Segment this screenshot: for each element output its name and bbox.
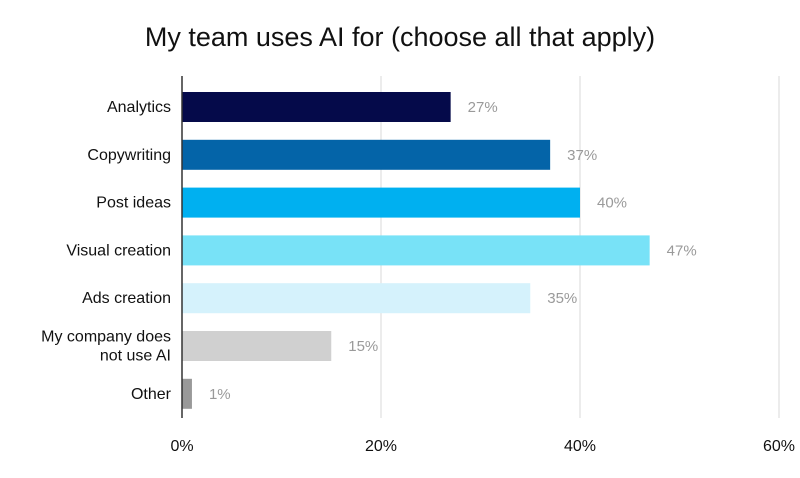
bar-2	[182, 187, 580, 218]
data-label-1: 37%	[567, 147, 597, 164]
data-label-3: 47%	[667, 242, 697, 259]
category-label-6: Other	[131, 386, 172, 403]
x-tick-label-40: 40%	[564, 438, 596, 455]
bar-0	[182, 92, 451, 122]
bar-6	[182, 378, 192, 409]
data-label-0: 27%	[468, 99, 498, 116]
category-label-3: Visual creation	[66, 242, 171, 259]
chart-title: My team uses AI for (choose all that app…	[144, 22, 656, 52]
category-label-1: Copywriting	[87, 147, 171, 164]
x-tick-label-0: 0%	[170, 438, 193, 455]
x-tick-label-60: 60%	[763, 438, 795, 455]
x-tick-label-20: 20%	[365, 438, 397, 455]
category-label-4: Ads creation	[82, 290, 171, 307]
data-label-5: 15%	[348, 338, 378, 355]
bar-3	[182, 235, 650, 266]
data-label-6: 1%	[209, 386, 231, 403]
bar-4	[182, 283, 531, 314]
category-label-5: My company does not use AI	[41, 329, 171, 365]
data-label-4: 35%	[547, 290, 577, 307]
bar-5	[182, 331, 332, 361]
category-label-0: Analytics	[107, 99, 171, 116]
bar-1	[182, 139, 551, 170]
data-label-2: 40%	[597, 195, 627, 212]
category-label-2: Post ideas	[96, 195, 171, 212]
